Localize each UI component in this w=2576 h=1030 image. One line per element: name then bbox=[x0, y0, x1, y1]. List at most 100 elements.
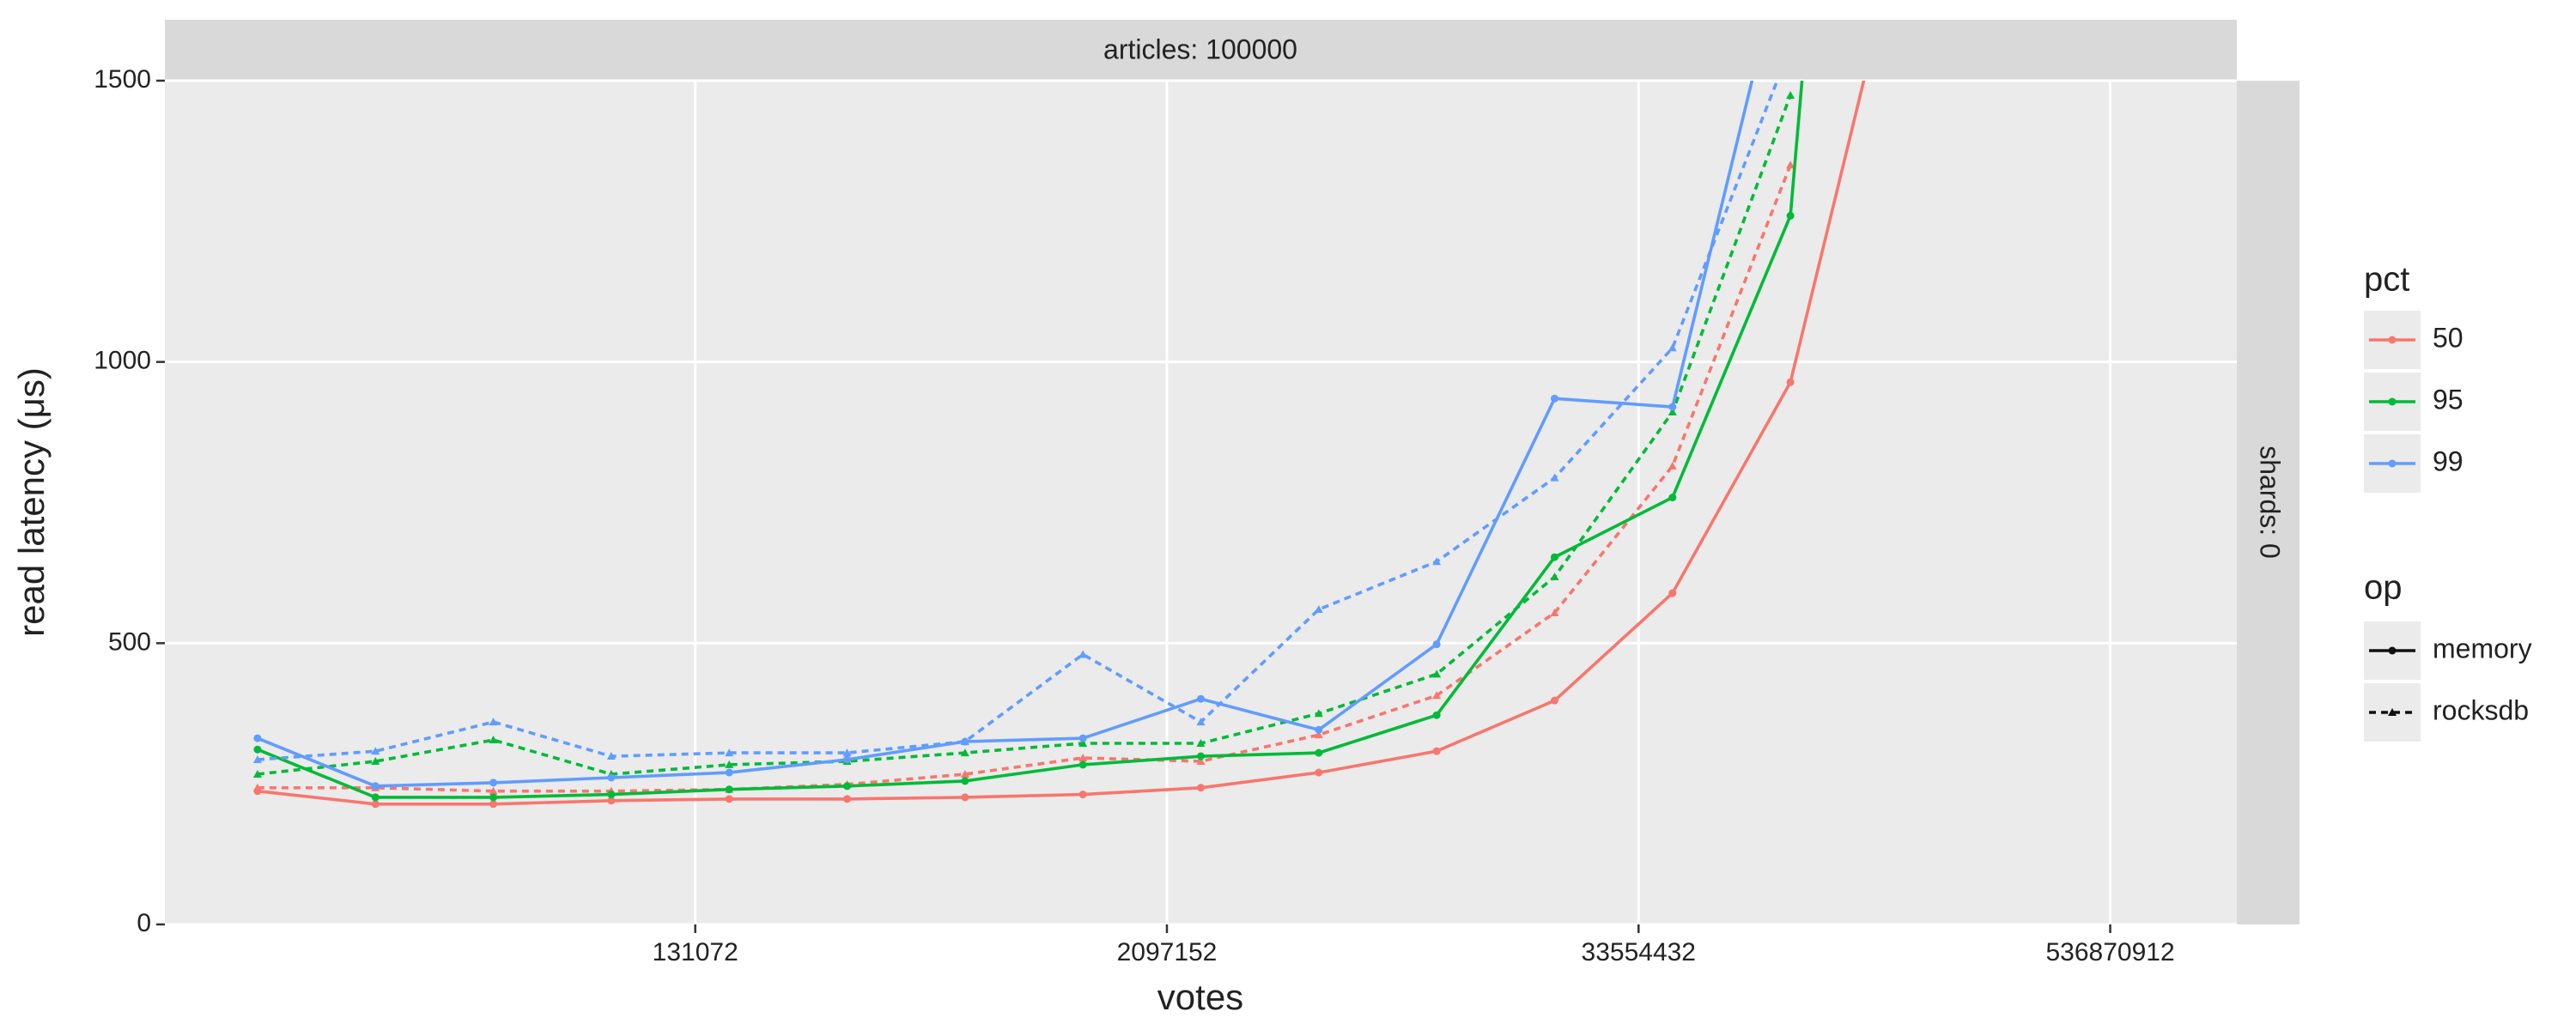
point-marker bbox=[1432, 711, 1441, 719]
point-marker bbox=[725, 768, 733, 777]
point-marker bbox=[843, 755, 852, 764]
point-marker bbox=[253, 734, 262, 742]
point-marker bbox=[489, 718, 498, 726]
legend-label: 50 bbox=[2433, 322, 2464, 353]
point-marker bbox=[1196, 718, 1206, 726]
legend-title: op bbox=[2364, 569, 2403, 607]
point-marker bbox=[1314, 730, 1323, 739]
point-marker bbox=[725, 760, 734, 768]
point-marker bbox=[607, 797, 616, 805]
point-marker bbox=[1196, 738, 1206, 747]
point-marker bbox=[1078, 650, 1088, 658]
panel-background bbox=[165, 81, 2237, 924]
legend: pct 50 95 99 op memory rocksdb bbox=[2364, 261, 2532, 742]
strip-top bbox=[165, 20, 2237, 81]
point-marker bbox=[1668, 461, 1677, 470]
point-marker bbox=[252, 754, 262, 763]
point-marker bbox=[1668, 407, 1677, 415]
point-marker bbox=[1786, 161, 1795, 169]
point-marker bbox=[489, 736, 498, 744]
strip-top-label: articles: 100000 bbox=[1103, 33, 1297, 64]
x-tick-label: 536870912 bbox=[2045, 938, 2174, 966]
x-axis-label: votes bbox=[1157, 977, 1243, 1017]
x-tick-label: 131072 bbox=[653, 938, 738, 966]
point-marker bbox=[1668, 403, 1677, 411]
point-marker bbox=[1432, 691, 1442, 700]
point-marker bbox=[1315, 725, 1323, 734]
legend-label: 95 bbox=[2433, 384, 2464, 415]
point-marker bbox=[1078, 754, 1088, 762]
point-marker bbox=[606, 752, 616, 760]
point-marker bbox=[371, 800, 380, 809]
point-marker bbox=[843, 795, 852, 803]
y-tick-label: 1000 bbox=[94, 347, 151, 375]
point-marker bbox=[1668, 343, 1677, 352]
point-marker bbox=[1668, 494, 1677, 502]
point-marker bbox=[1196, 784, 1205, 792]
point-marker bbox=[2388, 646, 2397, 655]
plot-area bbox=[252, 81, 1866, 809]
x-tick-label: 33554432 bbox=[1582, 938, 1696, 966]
y-tick-label: 500 bbox=[108, 627, 151, 656]
point-marker bbox=[1668, 589, 1677, 597]
point-marker bbox=[2388, 336, 2397, 344]
point-marker bbox=[1432, 747, 1441, 755]
point-marker bbox=[1550, 573, 1559, 581]
point-marker bbox=[1550, 553, 1558, 561]
point-marker bbox=[960, 748, 969, 757]
point-marker bbox=[725, 785, 733, 794]
point-marker bbox=[2388, 708, 2397, 716]
point-marker bbox=[1196, 694, 1205, 703]
legend-label: memory bbox=[2433, 633, 2532, 663]
point-marker bbox=[1550, 394, 1558, 403]
series-line bbox=[257, 81, 1754, 788]
point-marker bbox=[960, 737, 969, 746]
strip-right-label: shards: 0 bbox=[2255, 445, 2286, 559]
point-marker bbox=[1550, 608, 1559, 616]
point-marker bbox=[1786, 211, 1795, 220]
point-marker bbox=[371, 793, 380, 802]
point-marker bbox=[489, 800, 498, 809]
point-marker bbox=[2388, 459, 2397, 468]
point-marker bbox=[1078, 738, 1088, 747]
point-marker bbox=[371, 782, 380, 791]
legend-label: rocksdb bbox=[2433, 694, 2529, 725]
point-marker bbox=[725, 795, 733, 803]
point-marker bbox=[1315, 768, 1323, 777]
point-marker bbox=[607, 791, 616, 799]
point-marker bbox=[1550, 473, 1559, 482]
series-line bbox=[257, 164, 1792, 793]
y-tick-label: 1500 bbox=[94, 65, 151, 94]
point-marker bbox=[1314, 605, 1323, 614]
series-line bbox=[257, 94, 1792, 776]
point-marker bbox=[1196, 756, 1206, 765]
point-marker bbox=[489, 786, 498, 795]
point-marker bbox=[1315, 748, 1323, 757]
point-marker bbox=[489, 779, 498, 787]
point-marker bbox=[1786, 91, 1795, 100]
point-marker bbox=[1432, 640, 1441, 649]
point-marker bbox=[1786, 378, 1795, 386]
y-axis-label: read latency (μs) bbox=[11, 367, 52, 637]
point-marker bbox=[371, 756, 380, 765]
x-tick-label: 2097152 bbox=[1117, 938, 1218, 966]
point-marker bbox=[253, 745, 262, 754]
strip-right bbox=[2237, 81, 2300, 924]
grid: 0 500 1000 1500 131072 2097152 33554432 5368709… bbox=[94, 65, 2237, 966]
point-marker bbox=[1078, 760, 1087, 769]
point-marker bbox=[252, 783, 262, 791]
point-marker bbox=[842, 748, 852, 757]
point-marker bbox=[252, 770, 262, 779]
point-marker bbox=[1432, 670, 1442, 678]
legend-label: 99 bbox=[2433, 445, 2464, 476]
legend-title: pct bbox=[2364, 261, 2409, 299]
point-marker bbox=[1078, 734, 1087, 742]
point-marker bbox=[1550, 696, 1558, 705]
point-marker bbox=[1314, 709, 1323, 718]
point-marker bbox=[725, 748, 734, 757]
point-marker bbox=[843, 782, 852, 791]
point-marker bbox=[1078, 791, 1087, 799]
y-tick-label: 0 bbox=[137, 909, 151, 937]
point-marker bbox=[1432, 557, 1442, 566]
